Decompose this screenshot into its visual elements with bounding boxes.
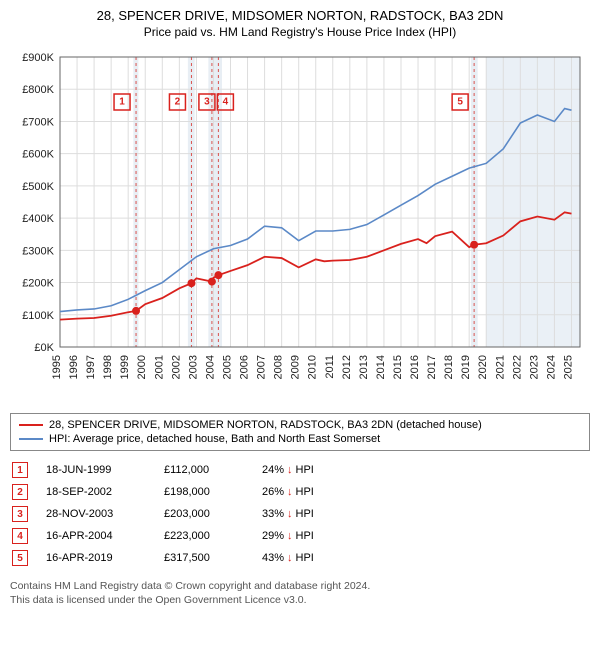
x-tick-label: 2014 [375,355,387,379]
y-tick-label: £600K [22,149,54,161]
x-tick-label: 2013 [358,355,370,379]
tx-point [214,271,222,279]
tx-marker-num: 4 [223,97,229,108]
x-tick-label: 2018 [443,355,455,379]
x-tick-label: 2005 [221,355,233,379]
x-tick-label: 2017 [426,355,438,379]
legend: 28, SPENCER DRIVE, MIDSOMER NORTON, RADS… [10,413,590,451]
x-tick-label: 2004 [204,355,216,379]
y-tick-label: £200K [22,278,54,290]
table-row: 3 28-NOV-2003 £203,000 33%↓HPI [10,503,590,525]
tx-row-marker: 3 [12,506,28,522]
x-tick-label: 2023 [528,355,540,379]
tx-date: 18-JUN-1999 [46,464,146,476]
tx-price: £223,000 [164,530,244,542]
table-row: 2 18-SEP-2002 £198,000 26%↓HPI [10,481,590,503]
x-tick-label: 2019 [460,355,472,379]
tx-point [208,278,216,286]
x-tick-label: 2000 [136,355,148,379]
x-tick-label: 1998 [102,355,114,379]
tx-diff: 26%↓HPI [262,486,352,498]
down-arrow-icon: ↓ [287,486,293,498]
down-arrow-icon: ↓ [287,464,293,476]
transaction-table: 1 18-JUN-1999 £112,000 24%↓HPI 2 18-SEP-2002 £… [10,459,590,569]
y-tick-label: £0K [34,342,54,354]
x-tick-label: 2010 [307,355,319,379]
legend-swatch [19,424,43,426]
down-arrow-icon: ↓ [287,530,293,542]
tx-date: 16-APR-2004 [46,530,146,542]
tx-row-marker: 5 [12,550,28,566]
table-row: 5 16-APR-2019 £317,500 43%↓HPI [10,547,590,569]
tx-price: £198,000 [164,486,244,498]
tx-price: £317,500 [164,552,244,564]
tx-date: 16-APR-2019 [46,552,146,564]
y-tick-label: £800K [22,84,54,96]
footer-attribution: Contains HM Land Registry data © Crown c… [10,579,590,607]
tx-point [470,241,478,249]
x-tick-label: 2008 [273,355,285,379]
y-tick-label: £300K [22,245,54,257]
price-chart: £0K £100K £200K £300K £400K £500K £600K £700K £8… [10,47,590,407]
y-tick-label: £500K [22,181,54,193]
tx-price: £112,000 [164,464,244,476]
x-tick-label: 1999 [119,355,131,379]
tx-diff: 43%↓HPI [262,552,352,564]
x-tick-label: 2021 [494,355,506,379]
x-tick-label: 2024 [545,355,557,379]
page-subtitle: Price paid vs. HM Land Registry's House … [10,25,590,39]
x-tick-label: 2001 [153,355,165,379]
tx-date: 28-NOV-2003 [46,508,146,520]
x-tick-label: 2020 [477,355,489,379]
down-arrow-icon: ↓ [287,508,293,520]
table-row: 4 16-APR-2004 £223,000 29%↓HPI [10,525,590,547]
tx-marker-num: 5 [457,97,463,108]
tx-row-marker: 1 [12,462,28,478]
tx-marker-num: 1 [119,97,125,108]
x-tick-label: 2012 [341,355,353,379]
x-tick-label: 2009 [290,355,302,379]
legend-swatch [19,438,43,440]
footer-line-2: This data is licensed under the Open Gov… [10,593,590,607]
x-tick-label: 2025 [562,355,574,379]
legend-label: HPI: Average price, detached house, Bath… [49,433,380,445]
tx-diff: 29%↓HPI [262,530,352,542]
tx-marker-num: 2 [175,97,181,108]
legend-item: HPI: Average price, detached house, Bath… [19,432,581,446]
tx-point [187,279,195,287]
tx-date: 18-SEP-2002 [46,486,146,498]
y-tick-label: £100K [22,310,54,322]
tx-point [132,307,140,315]
tx-diff: 24%↓HPI [262,464,352,476]
tx-marker-num: 3 [204,97,210,108]
chart-area: £0K £100K £200K £300K £400K £500K £600K £700K £8… [10,47,590,407]
x-tick-label: 2022 [511,355,523,379]
table-row: 1 18-JUN-1999 £112,000 24%↓HPI [10,459,590,481]
down-arrow-icon: ↓ [287,552,293,564]
x-tick-label: 2002 [170,355,182,379]
x-tick-label: 2015 [392,355,404,379]
footer-line-1: Contains HM Land Registry data © Crown c… [10,579,590,593]
y-tick-label: £700K [22,116,54,128]
tx-price: £203,000 [164,508,244,520]
x-tick-label: 2016 [409,355,421,379]
y-tick-label: £400K [22,213,54,225]
legend-label: 28, SPENCER DRIVE, MIDSOMER NORTON, RADS… [49,419,482,431]
tx-row-marker: 4 [12,528,28,544]
x-tick-label: 1996 [68,355,80,379]
x-tick-label: 2011 [324,355,336,379]
chart-band [486,57,580,347]
x-tick-label: 1995 [51,355,63,379]
x-tick-label: 1997 [85,355,97,379]
tx-diff: 33%↓HPI [262,508,352,520]
y-tick-label: £900K [22,52,54,64]
tx-row-marker: 2 [12,484,28,500]
x-tick-label: 2006 [239,355,251,379]
x-tick-label: 2003 [187,355,199,379]
legend-item: 28, SPENCER DRIVE, MIDSOMER NORTON, RADS… [19,418,581,432]
page-title: 28, SPENCER DRIVE, MIDSOMER NORTON, RADS… [10,8,590,23]
x-tick-label: 2007 [256,355,268,379]
